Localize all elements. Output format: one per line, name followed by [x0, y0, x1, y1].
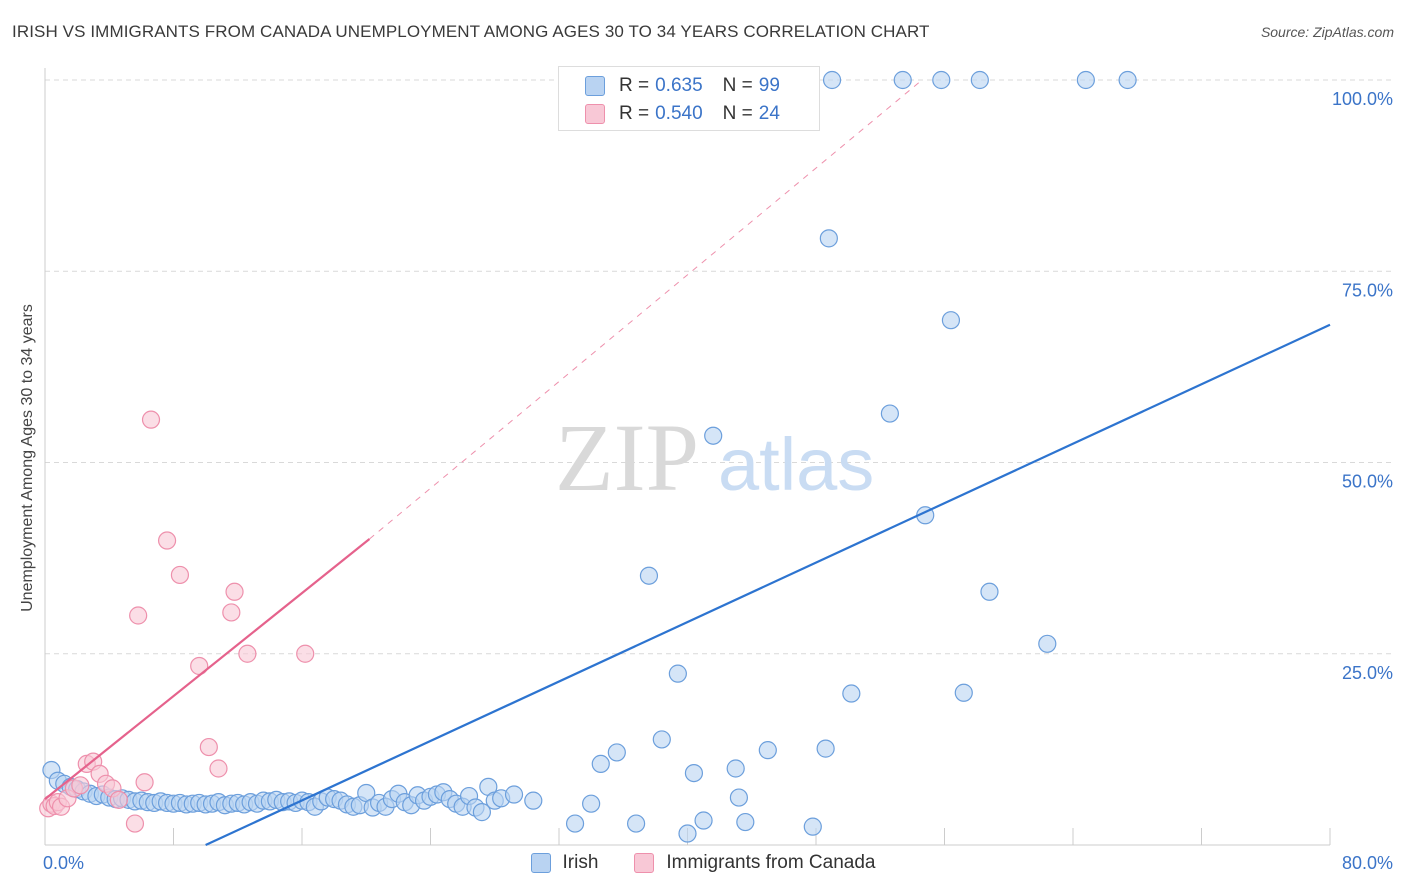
canada-point — [141, 410, 161, 429]
canada-r-value: 0.540 — [655, 103, 703, 124]
chart-title: IRISH VS IMMIGRANTS FROM CANADA UNEMPLOY… — [12, 22, 930, 41]
legend-item-canada[interactable]: Immigrants from Canada — [634, 852, 875, 874]
canada-point — [109, 790, 128, 809]
y-tick-label: 50.0% — [1342, 472, 1393, 492]
x-tick-label-max: 80.0% — [1342, 853, 1393, 873]
canada-legend-swatch — [634, 853, 655, 873]
canada-point — [125, 814, 145, 833]
canada-point — [157, 531, 177, 550]
irish-legend-swatch — [530, 853, 551, 873]
irish-point — [704, 426, 723, 445]
irish-point — [524, 791, 543, 810]
irish-r-label: R = — [619, 75, 650, 96]
canada-trendline — [44, 538, 371, 800]
watermark-zip: ZIP — [555, 404, 699, 511]
irish-n-value: 99 — [758, 75, 780, 96]
x-tick-label-min: 0.0% — [43, 853, 84, 873]
legend-row-irish: R = 0.635 N = 99 — [585, 74, 780, 98]
irish-point — [816, 739, 835, 758]
canada-n-label: N = — [722, 103, 753, 124]
irish-point — [1076, 70, 1095, 90]
trend-lines — [44, 79, 1331, 846]
y-tick-label: 100.0% — [1332, 89, 1393, 109]
irish-point — [803, 817, 822, 836]
stats-legend: R = 0.635 N = 99 R = 0.540 N = 24 — [558, 66, 820, 131]
irish-point — [842, 684, 861, 703]
gridlines — [45, 79, 1392, 655]
irish-point — [591, 754, 610, 774]
series-legend: Irish Immigrants from Canada — [0, 852, 1406, 874]
irish-point — [607, 743, 626, 762]
irish-point — [504, 785, 524, 804]
canada-swatch — [585, 104, 605, 124]
irish-point — [639, 566, 659, 585]
irish-point — [758, 741, 777, 760]
canada-point — [129, 606, 148, 625]
canada-point — [209, 759, 228, 778]
irish-point — [626, 814, 646, 833]
irish-point — [980, 582, 999, 601]
irish-point — [678, 824, 697, 843]
irish-point — [726, 759, 745, 778]
irish-legend-label: Irish — [562, 852, 599, 873]
irish-point — [893, 70, 912, 90]
canada-point — [135, 773, 154, 792]
irish-point — [472, 803, 491, 822]
legend-row-canada: R = 0.540 N = 24 — [585, 102, 780, 126]
irish-point — [954, 683, 973, 702]
data-points — [39, 70, 1137, 843]
irish-point — [1038, 634, 1057, 653]
irish-point — [729, 788, 749, 807]
irish-point — [684, 763, 704, 783]
canada-point — [199, 737, 218, 757]
irish-point — [970, 70, 989, 90]
canada-point — [225, 582, 244, 601]
irish-trendline — [205, 323, 1331, 846]
canada-legend-label: Immigrants from Canada — [666, 852, 876, 873]
legend-item-irish[interactable]: Irish — [530, 852, 599, 874]
irish-n-label: N = — [722, 75, 753, 96]
canada-r-label: R = — [619, 103, 650, 124]
irish-point — [652, 730, 671, 749]
watermark-atlas: atlas — [718, 423, 874, 506]
irish-point — [932, 70, 951, 90]
y-tick-label: 75.0% — [1342, 280, 1393, 300]
irish-point — [1118, 70, 1137, 90]
irish-point — [582, 794, 601, 813]
irish-point — [565, 814, 585, 833]
y-axis-title: Unemployment Among Ages 30 to 34 years — [19, 304, 36, 612]
irish-point — [736, 812, 755, 832]
tick-labels: 25.0% 50.0% 75.0% 100.0% 0.0% 80.0% — [43, 89, 1393, 873]
canada-point — [71, 776, 90, 795]
irish-point — [880, 404, 899, 423]
canada-n-value: 24 — [758, 103, 780, 124]
irish-point — [668, 664, 687, 683]
canada-point — [170, 565, 190, 585]
canada-point — [222, 603, 241, 622]
irish-point — [941, 311, 961, 330]
irish-point — [694, 811, 713, 830]
irish-swatch — [585, 76, 605, 96]
irish-point — [822, 70, 842, 90]
source-credit: Source: ZipAtlas.com — [1260, 24, 1394, 40]
irish-point — [819, 229, 838, 248]
y-tick-label: 25.0% — [1342, 663, 1393, 683]
canada-point — [238, 644, 257, 663]
canada-point — [296, 644, 315, 663]
irish-r-value: 0.635 — [655, 75, 703, 96]
